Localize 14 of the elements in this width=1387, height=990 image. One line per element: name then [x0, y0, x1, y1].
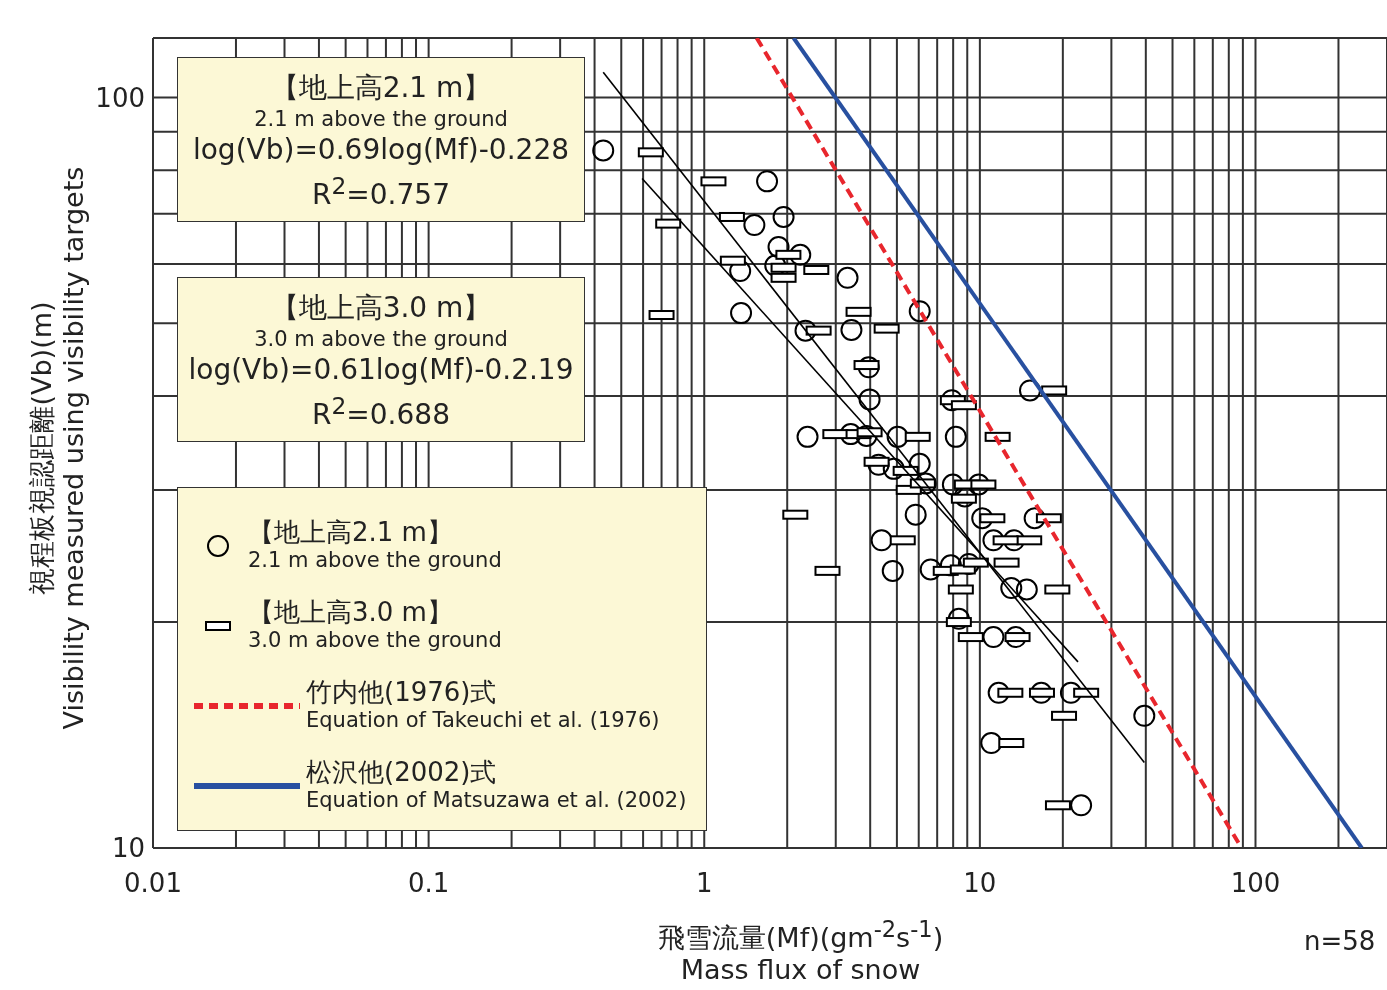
legend-label: 松沢他(2002)式 Equation of Matsuzawa et al. (2002) — [306, 757, 687, 814]
x-tick-label: 100 — [1230, 868, 1281, 899]
legend-label: 【地上高3.0 m】 3.0 m above the ground — [248, 597, 502, 654]
x-tick-label: 0.1 — [407, 868, 450, 899]
y-axis-title: 視程板視認距離(Vb)(m) Visibility measured using visibility targets — [26, 165, 90, 732]
x-tick-label: 0.01 — [124, 868, 182, 899]
x-tick-label: 10 — [963, 868, 997, 899]
legend-label: 【地上高2.1 m】 2.1 m above the ground — [248, 517, 502, 574]
text: n=58 — [1304, 926, 1376, 956]
x-tick-label: 1 — [695, 868, 713, 899]
annotation: 【地上高3.0 m】 3.0 m above the ground log(Vb)=0.61log(Mf)-0.2.19 R$^{2}$=0.688 — [187, 290, 575, 434]
legend-label: 竹内他(1976)式 Equation of Takeuchi et al. (1976) — [306, 677, 660, 734]
x-axis-title: 飛雪流量(Mf)(gm$^{-2}$s$^{-1}$) Mass flux of snow — [656, 915, 945, 986]
annotation: 【地上高2.1 m】 2.1 m above the ground log(Vb)=0.69log(Mf)-0.228 R$^{2}$=0.757 — [191, 70, 571, 214]
